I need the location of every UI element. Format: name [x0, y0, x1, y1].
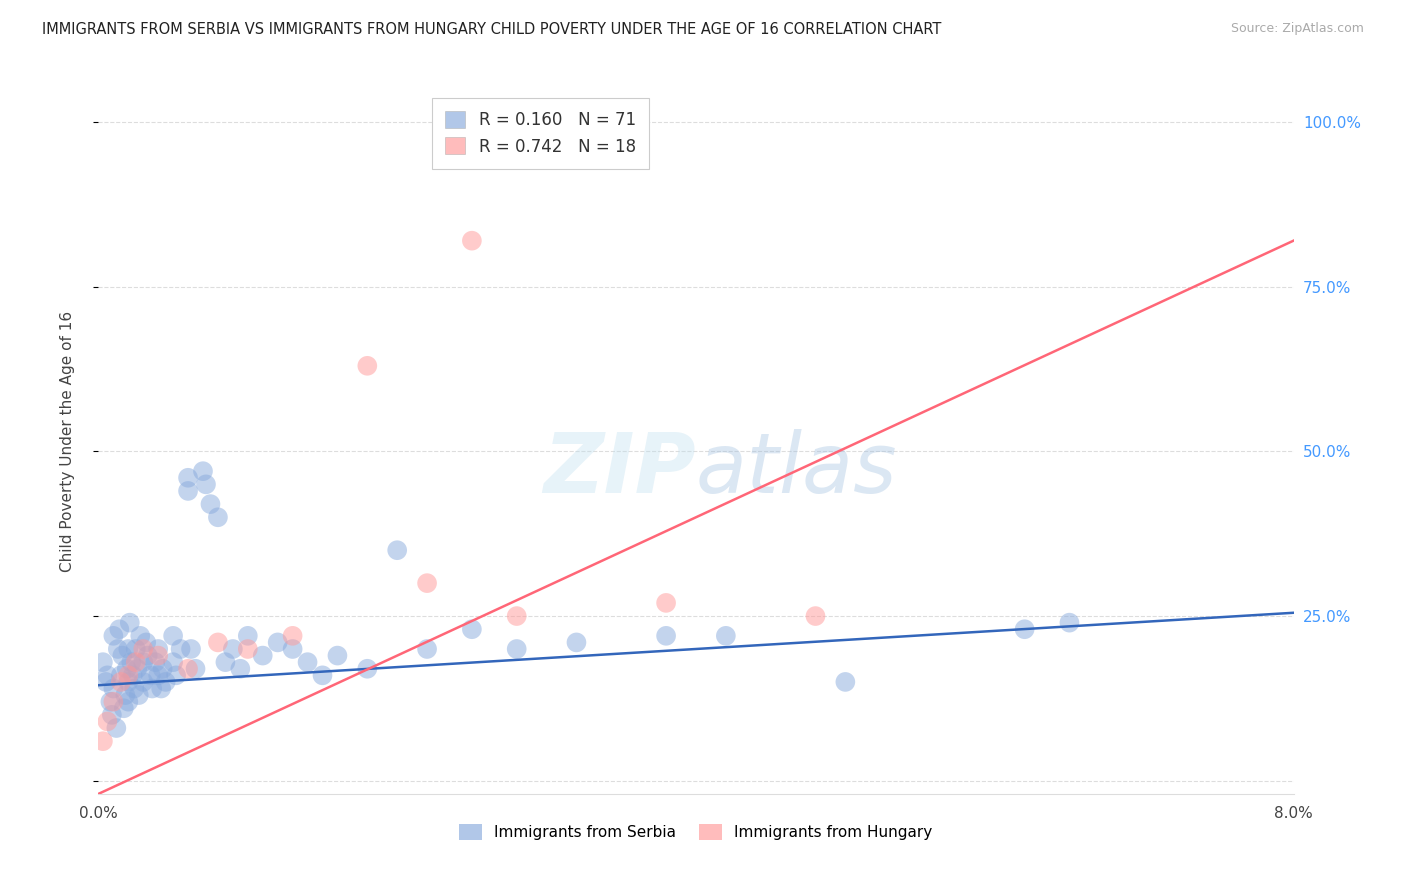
Point [416, 576, 439, 591]
Point [236, 629, 259, 643]
Point [115, 662, 138, 676]
Point [132, 655, 155, 669]
Point [139, 668, 162, 682]
Point [385, 543, 409, 558]
Point [148, 642, 170, 657]
Point [155, 674, 177, 689]
Point [236, 642, 259, 657]
Point [108, 622, 131, 636]
Point [281, 642, 304, 657]
Point [565, 635, 588, 649]
Point [128, 688, 150, 702]
Point [326, 648, 349, 663]
Point [506, 642, 529, 657]
Text: atlas: atlas [696, 429, 897, 510]
Point [461, 622, 484, 636]
Point [177, 471, 200, 485]
Text: Source: ZipAtlas.com: Source: ZipAtlas.com [1230, 22, 1364, 36]
Point [834, 674, 856, 689]
Point [110, 668, 132, 682]
Point [143, 655, 166, 669]
Point [121, 668, 143, 682]
Point [165, 668, 187, 682]
Point [804, 609, 827, 624]
Point [177, 483, 200, 498]
Point [103, 629, 125, 643]
Point [229, 662, 252, 676]
Point [103, 681, 125, 696]
Point [416, 642, 439, 657]
Point [136, 648, 159, 663]
Point [118, 615, 141, 630]
Point [207, 635, 229, 649]
Point [169, 642, 191, 657]
Point [98, 695, 122, 709]
Point [141, 681, 163, 696]
Point [150, 681, 173, 696]
Point [191, 464, 214, 478]
Point [152, 662, 174, 676]
Point [184, 662, 207, 676]
Point [311, 668, 333, 682]
Point [107, 642, 129, 657]
Point [655, 629, 678, 643]
Point [162, 629, 184, 643]
Point [356, 359, 378, 373]
Point [714, 629, 737, 643]
Point [222, 642, 245, 657]
Point [148, 648, 170, 663]
Point [177, 662, 200, 676]
Point [105, 721, 128, 735]
Point [120, 655, 142, 669]
Point [267, 635, 290, 649]
Point [111, 648, 134, 663]
Point [117, 674, 139, 689]
Point [297, 655, 319, 669]
Point [91, 655, 114, 669]
Point [506, 609, 529, 624]
Point [252, 648, 274, 663]
Point [1014, 622, 1036, 636]
Point [91, 734, 114, 748]
Point [96, 668, 118, 682]
Text: ZIP: ZIP [543, 429, 696, 510]
Point [94, 674, 117, 689]
Point [117, 695, 139, 709]
Point [135, 635, 157, 649]
Point [110, 674, 132, 689]
Point [112, 701, 135, 715]
Point [195, 477, 218, 491]
Point [117, 668, 139, 682]
Point [132, 642, 155, 657]
Point [148, 668, 170, 682]
Point [125, 655, 148, 669]
Point [162, 655, 184, 669]
Point [356, 662, 378, 676]
Point [127, 662, 149, 676]
Point [461, 234, 484, 248]
Point [114, 688, 136, 702]
Point [124, 681, 146, 696]
Y-axis label: Child Poverty Under the Age of 16: Child Poverty Under the Age of 16 [60, 311, 75, 572]
Point [281, 629, 304, 643]
Point [132, 674, 155, 689]
Point [129, 629, 152, 643]
Point [655, 596, 678, 610]
Point [117, 642, 139, 657]
Point [1059, 615, 1081, 630]
Point [200, 497, 222, 511]
Legend: Immigrants from Serbia, Immigrants from Hungary: Immigrants from Serbia, Immigrants from … [453, 818, 939, 847]
Point [101, 707, 124, 722]
Point [214, 655, 236, 669]
Point [96, 714, 118, 729]
Point [207, 510, 229, 524]
Point [103, 695, 125, 709]
Point [180, 642, 202, 657]
Text: IMMIGRANTS FROM SERBIA VS IMMIGRANTS FROM HUNGARY CHILD POVERTY UNDER THE AGE OF: IMMIGRANTS FROM SERBIA VS IMMIGRANTS FRO… [42, 22, 942, 37]
Point [125, 642, 148, 657]
